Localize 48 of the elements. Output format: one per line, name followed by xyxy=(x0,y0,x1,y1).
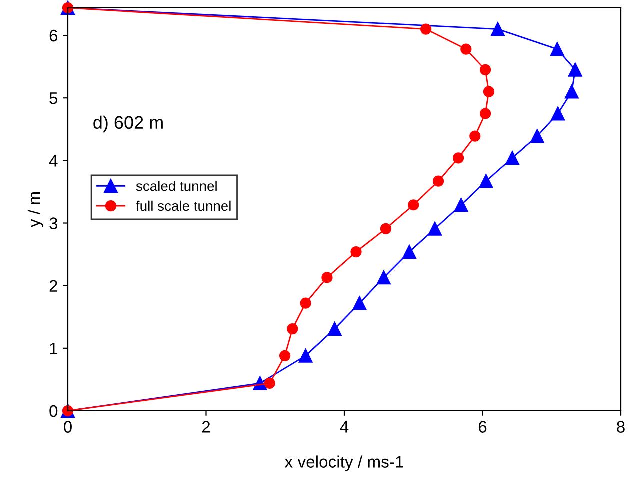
y-axis-title: y / m xyxy=(28,192,44,228)
point xyxy=(322,272,333,284)
y-tick-label: 4 xyxy=(49,155,58,167)
point xyxy=(279,350,291,362)
y-tick-label: 2 xyxy=(50,280,58,292)
point xyxy=(298,348,313,363)
point xyxy=(483,86,495,98)
y-tick-label: 6 xyxy=(50,30,58,42)
point xyxy=(550,42,564,56)
x-tick-label: 0 xyxy=(64,421,72,433)
point xyxy=(380,223,392,234)
point xyxy=(506,151,520,166)
point xyxy=(352,296,367,310)
point xyxy=(287,323,298,335)
x-axis-title: x velocity / ms-1 xyxy=(284,456,404,472)
y-tick-label: 5 xyxy=(50,92,58,104)
y-tick-label: 0 xyxy=(50,405,58,418)
legend-label: scaled tunnel xyxy=(136,180,217,192)
point xyxy=(350,246,362,258)
point xyxy=(420,24,432,35)
y-tick-label: 1 xyxy=(50,342,58,354)
point xyxy=(428,222,442,236)
point xyxy=(491,22,505,36)
point xyxy=(479,174,494,188)
annotation: d) 602 m xyxy=(94,116,163,133)
point xyxy=(480,108,492,120)
x-tick-label: 6 xyxy=(478,421,487,433)
point xyxy=(470,130,481,142)
point xyxy=(564,84,579,99)
point xyxy=(402,245,416,259)
point xyxy=(328,322,342,336)
point xyxy=(264,378,276,390)
point xyxy=(432,176,444,187)
point xyxy=(453,152,464,164)
x-tick-label: 4 xyxy=(340,421,349,433)
x-tick-label: 8 xyxy=(617,421,625,433)
point xyxy=(376,270,391,285)
point xyxy=(408,200,420,211)
y-tick-label: 3 xyxy=(50,218,58,230)
point xyxy=(551,106,566,121)
x-tick-label: 2 xyxy=(202,421,210,433)
point xyxy=(454,198,468,212)
point xyxy=(460,44,472,55)
point xyxy=(300,298,312,309)
point xyxy=(480,64,492,76)
point xyxy=(530,129,544,144)
point xyxy=(568,63,582,77)
legend-label: full scale tunnel xyxy=(136,200,231,212)
